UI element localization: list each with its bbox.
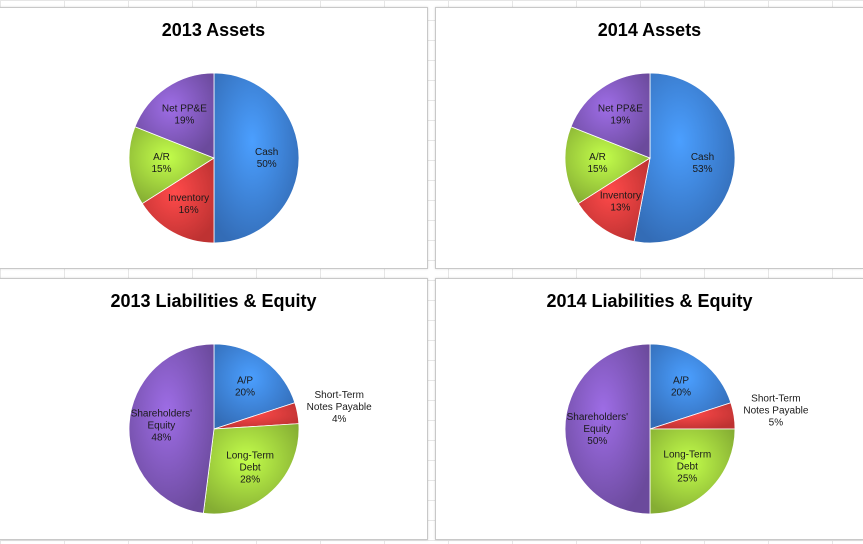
pie-slice-net-pp-e xyxy=(134,72,215,159)
slice-label: A/R 15% xyxy=(587,152,607,175)
slice-label: Long-Term Debt 28% xyxy=(226,450,274,485)
chart-title: 2014 Liabilities & Equity xyxy=(546,291,753,311)
pie-slice-shareholders-equity xyxy=(128,343,215,514)
pie-slice-cash xyxy=(633,72,736,244)
chart-2013-assets: 2013 Assets Cash 50% Inventory 16% A/R 15% Net… xyxy=(0,7,428,269)
chart-title: 2014 Assets xyxy=(597,20,702,40)
slice-label: A/R 15% xyxy=(151,152,171,175)
pie-slice-a-p xyxy=(213,343,296,430)
pie-slice-a-r xyxy=(564,126,651,205)
slice-label: Net PP&E 19% xyxy=(598,103,643,126)
slice-label: Cash 53% xyxy=(691,152,714,175)
chart-2014-assets: 2014 Assets Cash 53% Inventory 13% A/R 15% Net… xyxy=(435,7,863,269)
chart-title: 2013 Assets xyxy=(161,20,266,40)
slice-label: A/P 20% xyxy=(671,375,691,398)
pie-svg: A/P 20% Short-Term Notes Payable 4% Long-Term… xyxy=(128,343,372,515)
chart-2013-liabilities-equity: 2013 Liabilities & Equity A/P 20% Short-Te… xyxy=(0,278,428,540)
pie-svg: A/P 20% Short-Term Notes Payable 5% Long-Term… xyxy=(564,343,809,515)
pie-slice-inventory xyxy=(141,157,215,244)
slice-label: Short-Term Notes Payable 4% xyxy=(307,390,372,425)
pie-slice-shareholders-equity xyxy=(564,343,651,515)
slice-label: Inventory 13% xyxy=(600,191,641,214)
chart-2014-liabilities-equity: 2014 Liabilities & Equity A/P 20% Short-Te… xyxy=(435,278,863,540)
slice-label: Net PP&E 19% xyxy=(162,103,207,126)
slice-label: Short-Term Notes Payable 5% xyxy=(743,394,808,429)
slice-label: Shareholders' Equity 48% xyxy=(131,409,192,444)
pie-slice-net-pp-e xyxy=(570,72,651,159)
pie-slice-inventory xyxy=(577,157,651,242)
slice-label: Shareholders' Equity 50% xyxy=(567,412,628,447)
slice-label: A/P 20% xyxy=(235,375,255,398)
slice-label: Cash 50% xyxy=(255,147,278,170)
pie-svg: Cash 50% Inventory 16% A/R 15% Net PP&E 19% xyxy=(128,72,300,244)
slice-label: Long-Term Debt 25% xyxy=(663,449,711,484)
pie-slice-a-r xyxy=(128,126,215,205)
chart-title: 2013 Liabilities & Equity xyxy=(110,291,317,311)
pie-slice-long-term-debt xyxy=(649,428,736,515)
pie-slice-cash xyxy=(213,72,300,244)
pie-slice-long-term-debt xyxy=(202,423,300,515)
pie-slice-a-p xyxy=(649,343,732,430)
slice-label: Inventory 16% xyxy=(168,193,209,216)
pie-svg: Cash 53% Inventory 13% A/R 15% Net PP&E 19% xyxy=(564,72,736,244)
